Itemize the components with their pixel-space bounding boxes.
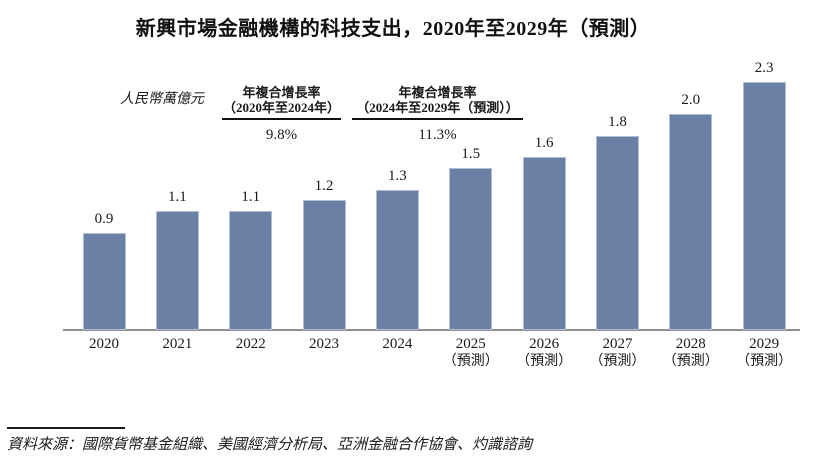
- cagr-heading-line1: 年複合增長率: [398, 85, 477, 100]
- x-axis-label-2020: 2020: [67, 336, 141, 353]
- cagr-heading-line1: 年複合增長率: [242, 85, 321, 100]
- x-axis-year: 2028: [675, 336, 706, 352]
- bar-value-label: 1.2: [314, 178, 334, 194]
- x-axis-forecast-note: （預測）: [736, 354, 793, 369]
- x-axis-label-2021: 2021: [140, 336, 214, 353]
- bar-value-label: 1.1: [167, 189, 187, 205]
- x-axis-forecast-note: （預測）: [662, 354, 719, 369]
- bar-2020: [82, 233, 126, 330]
- x-axis-label-2029: 2029 （預測）: [727, 336, 801, 370]
- cagr-underline: [352, 118, 523, 120]
- x-axis-year: 2022: [235, 336, 266, 352]
- bar-value-label: 1.6: [534, 135, 554, 151]
- bar-value-label: 1.3: [388, 168, 407, 184]
- x-axis-forecast-note: （預測）: [516, 354, 573, 369]
- x-axis-year: 2021: [162, 336, 193, 352]
- x-axis-label-2027: 2027 （預測）: [580, 336, 654, 370]
- chart-title: 新興市場金融機構的科技支出，2020年至2029年（預測）: [135, 18, 651, 40]
- x-axis-label-2028: 2028 （預測）: [654, 336, 728, 370]
- cagr-value: 9.8%: [265, 127, 298, 143]
- x-axis-label-2026: 2026 （預測）: [507, 336, 581, 370]
- source-divider: [7, 427, 125, 429]
- x-axis-label-2025: 2025 （預測）: [434, 336, 508, 370]
- x-axis-year: 2027: [602, 336, 633, 352]
- x-axis-label-2022: 2022: [214, 336, 288, 353]
- bar-2028: [669, 114, 713, 330]
- cagr-underline: [222, 118, 341, 120]
- x-axis-line: [63, 329, 800, 331]
- bar-2026: [522, 157, 566, 330]
- cagr-heading-line2: （2020年至2024年）: [222, 100, 340, 115]
- cagr-value: 11.3%: [418, 127, 457, 143]
- x-axis-forecast-note: （預測）: [442, 354, 499, 369]
- bar-2022: [229, 211, 273, 330]
- source-note: 資料來源：國際貨幣基金組織、美國經濟分析局、亞洲金融合作協會、灼識諮詢: [7, 437, 533, 453]
- x-axis-year: 2025: [455, 336, 486, 352]
- x-axis-label-2024: 2024: [360, 336, 434, 353]
- x-axis-year: 2020: [89, 336, 119, 352]
- x-axis-year: 2026: [529, 336, 560, 352]
- cagr-heading-line2: （2024年至2029年（預測））: [356, 100, 519, 115]
- bar-value-label: 2.3: [754, 60, 774, 76]
- x-axis-year: 2023: [309, 336, 340, 352]
- bar-2024: [375, 190, 419, 330]
- x-axis-label-2023: 2023: [287, 336, 361, 353]
- bar-value-label: 2.0: [681, 92, 701, 108]
- bar-2023: [302, 200, 346, 330]
- y-axis-unit-label: 人民幣萬億元: [120, 92, 204, 107]
- x-axis-forecast-note: （預測）: [589, 354, 646, 369]
- cagr-annotation-2024-2029: 年複合增長率 （2024年至2029年（預測）） 11.3%: [327, 85, 548, 143]
- bar-value-label: 1.8: [608, 114, 627, 130]
- bar-value-label: 0.9: [94, 211, 114, 227]
- bar-2021: [155, 211, 199, 330]
- bar-2029: [742, 82, 786, 330]
- cagr-annotation-2020-2024: 年複合增長率 （2020年至2024年） 9.8%: [191, 85, 372, 143]
- bar-value-label: 1.5: [461, 146, 481, 162]
- x-axis-year: 2024: [382, 336, 413, 352]
- x-axis-year: 2029: [749, 336, 780, 352]
- bar-2027: [595, 136, 639, 330]
- bar-2025: [449, 168, 493, 330]
- bar-value-label: 1.1: [241, 189, 261, 205]
